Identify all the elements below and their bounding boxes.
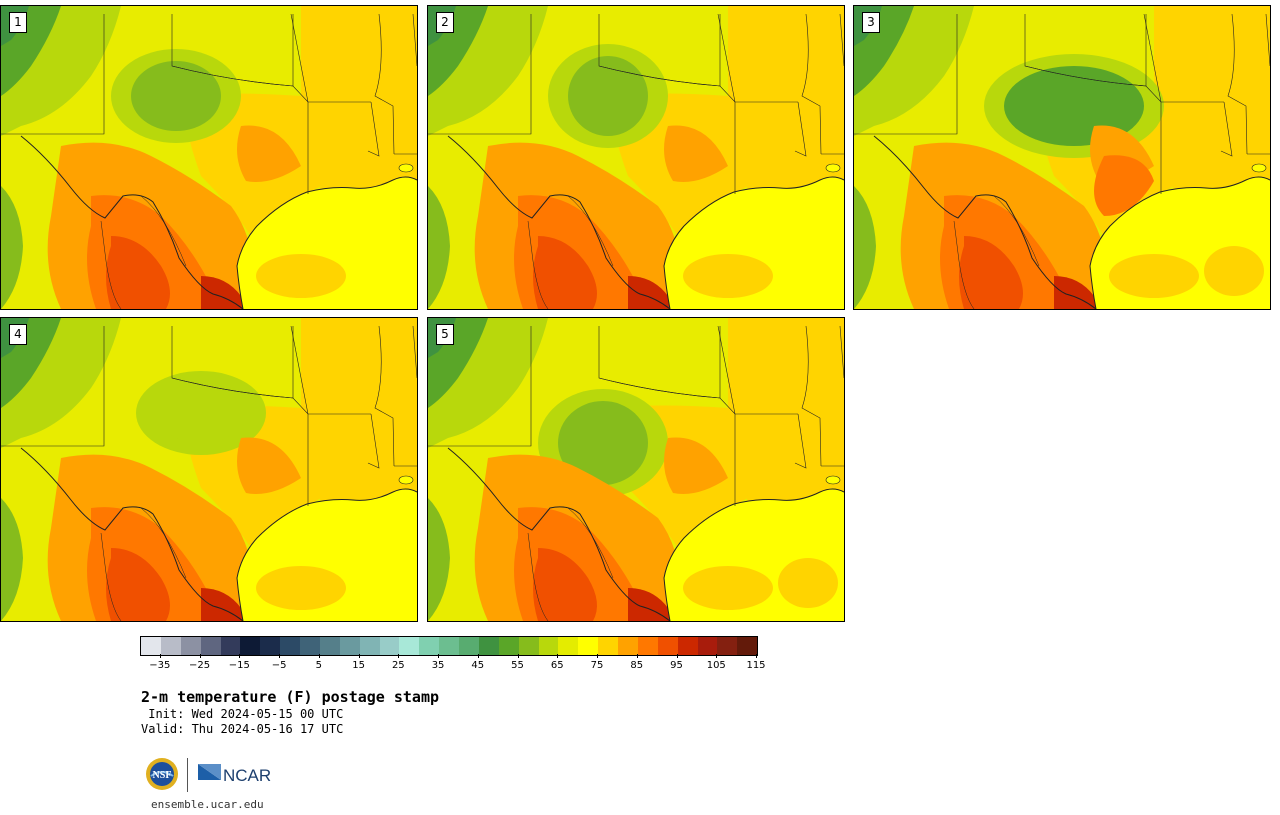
colorbar-segment xyxy=(419,637,440,655)
colorbar-tick-label: −35 xyxy=(149,660,171,671)
colorbar-segment xyxy=(618,637,638,655)
valid-time: Valid: Thu 2024-05-16 17 UTC xyxy=(141,722,344,736)
ensemble-member-map: 2 xyxy=(427,5,845,310)
colorbar-segment xyxy=(339,637,360,655)
colorbar-segment xyxy=(160,637,181,655)
colorbar-segment xyxy=(220,637,241,655)
colorbar-segment xyxy=(141,637,161,655)
colorbar-tick xyxy=(318,654,320,658)
colorbar-tick xyxy=(716,654,718,658)
member-number-label: 3 xyxy=(862,12,880,33)
colorbar-segment xyxy=(558,637,579,655)
colorbar-segment xyxy=(677,637,698,655)
colorbar-segment xyxy=(538,637,559,655)
colorbar-tick xyxy=(636,654,638,658)
colorbar-tick-label: −5 xyxy=(271,660,287,671)
colorbar-tick xyxy=(239,654,241,658)
colorbar-tick xyxy=(557,654,559,658)
colorbar-segment xyxy=(359,637,380,655)
colorbar-segment xyxy=(319,637,340,655)
colorbar-segment xyxy=(637,637,658,655)
colorbar-tick-label: 85 xyxy=(630,660,644,671)
colorbar-tick-label: −25 xyxy=(189,660,211,671)
temperature-map xyxy=(428,318,844,621)
member-number-label: 2 xyxy=(436,12,454,33)
colorbar-segment xyxy=(657,637,678,655)
colorbar-tick-label: 25 xyxy=(391,660,405,671)
colorbar-tick-label: 35 xyxy=(431,660,445,671)
ensemble-member-map: 4 xyxy=(0,317,418,622)
colorbar-tick xyxy=(517,654,519,658)
colorbar-segment xyxy=(697,637,718,655)
colorbar-tick-label: 45 xyxy=(471,660,485,671)
nsf-logo-icon: NSF xyxy=(146,758,178,790)
colorbar-segment xyxy=(737,637,758,655)
colorbar-tick-label: 105 xyxy=(706,660,726,671)
colorbar-tick-label: 55 xyxy=(511,660,524,671)
colorbar-segment xyxy=(200,637,221,655)
member-number-label: 1 xyxy=(9,12,27,33)
temperature-map xyxy=(428,6,844,309)
colorbar-ticks: −35 −25 −15 −5 5 15 25 35 45 55 65 75 85 95 105 115 xyxy=(140,654,766,674)
colorbar-segment xyxy=(598,637,618,655)
site-url: ensemble.ucar.edu xyxy=(151,798,264,811)
colorbar-segment xyxy=(399,637,420,655)
colorbar-segment xyxy=(498,637,519,655)
temperature-map xyxy=(1,318,417,621)
colorbar-segment xyxy=(240,637,261,655)
colorbar-tick-label: 75 xyxy=(590,660,604,671)
colorbar-segment xyxy=(300,637,320,655)
colorbar-tick-label: 65 xyxy=(550,660,564,671)
colorbar-segment xyxy=(379,637,400,655)
colorbar-tick xyxy=(398,654,400,658)
colorbar-tick xyxy=(279,654,281,658)
colorbar-tick xyxy=(597,654,599,658)
colorbar-tick xyxy=(756,654,757,658)
colorbar-tick xyxy=(159,654,161,658)
colorbar-segment xyxy=(578,637,599,655)
colorbar-segment xyxy=(518,637,539,655)
colorbar-segment xyxy=(478,637,499,655)
colorbar-tick xyxy=(676,654,678,658)
colorbar-tick-label: 15 xyxy=(352,660,365,671)
temperature-colorbar xyxy=(140,636,758,656)
colorbar-tick-label: 5 xyxy=(315,660,323,671)
colorbar-tick xyxy=(477,654,479,658)
temperature-map xyxy=(1,6,417,309)
colorbar-segment xyxy=(459,637,479,655)
colorbar-tick-label: 115 xyxy=(746,660,766,671)
ensemble-member-map: 5 xyxy=(427,317,845,622)
nsf-logo-text: NSF xyxy=(153,770,172,781)
logo-divider xyxy=(187,758,188,792)
colorbar-segment xyxy=(439,637,459,655)
temperature-map xyxy=(854,6,1270,309)
init-time: Init: Wed 2024-05-15 00 UTC xyxy=(141,707,344,721)
ensemble-member-map: 1 xyxy=(0,5,418,310)
colorbar-segment xyxy=(180,637,201,655)
member-number-label: 4 xyxy=(9,324,27,345)
colorbar-tick-label: 95 xyxy=(670,660,683,671)
member-number-label: 5 xyxy=(436,324,454,345)
colorbar-tick xyxy=(358,654,360,658)
colorbar-segment xyxy=(280,637,300,655)
ensemble-member-map: 3 xyxy=(853,5,1271,310)
colorbar-tick xyxy=(199,654,201,658)
colorbar-segment xyxy=(260,637,281,655)
ncar-logo-icon: NCAR xyxy=(198,764,271,785)
chart-title: 2-m temperature (F) postage stamp xyxy=(141,688,440,706)
colorbar-segment xyxy=(717,637,738,655)
ncar-logo-text: NCAR xyxy=(223,766,271,785)
colorbar-tick-label: −15 xyxy=(228,660,250,671)
colorbar-tick xyxy=(438,654,440,658)
